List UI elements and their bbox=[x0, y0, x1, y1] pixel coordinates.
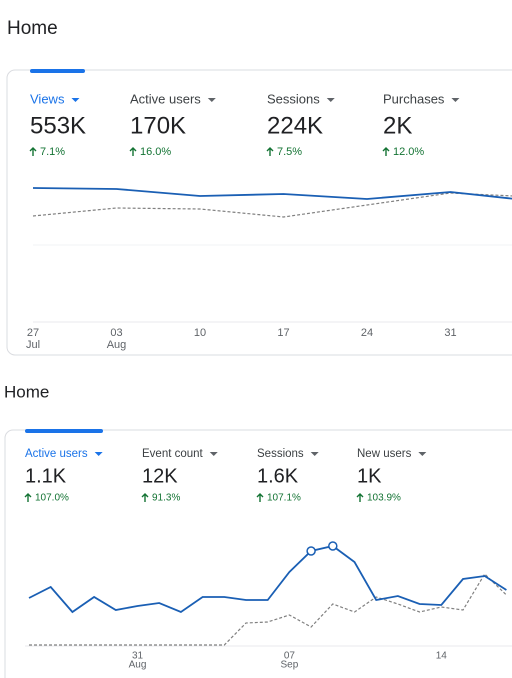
up-arrow bbox=[382, 147, 390, 156]
metric-change: 107.1% bbox=[267, 493, 301, 504]
up-arrow bbox=[141, 493, 149, 502]
dropdown-icon bbox=[310, 452, 319, 456]
dropdown-icon bbox=[207, 98, 216, 102]
metric-change: 107.0% bbox=[35, 493, 69, 504]
comparison-line bbox=[29, 573, 507, 646]
metric-value: 170K bbox=[130, 112, 186, 139]
metric-name[interactable]: Purchases bbox=[383, 91, 445, 106]
x-tick-label: 31 bbox=[444, 327, 456, 339]
metric-value: 1K bbox=[357, 465, 382, 487]
card bbox=[6, 69, 512, 356]
page-title: Home bbox=[7, 18, 58, 39]
metric-value: 224K bbox=[267, 112, 323, 139]
metric-change: 91.3% bbox=[152, 493, 180, 504]
up-arrow bbox=[24, 493, 32, 502]
x-tick-label: 31 bbox=[132, 651, 144, 662]
up-arrow bbox=[356, 493, 364, 502]
hover-marker bbox=[328, 541, 338, 551]
x-tick-label: 07 bbox=[284, 651, 296, 662]
tab-indicator bbox=[25, 429, 103, 433]
dropdown-icon bbox=[209, 452, 218, 456]
page-title: Home bbox=[4, 382, 49, 401]
dropdown-icon bbox=[94, 452, 103, 456]
x-tick-label: 27 bbox=[27, 327, 39, 339]
dropdown-icon bbox=[451, 98, 460, 102]
metric-change: 12.0% bbox=[393, 146, 424, 158]
x-tick-label: 17 bbox=[277, 327, 289, 339]
dropdown-icon bbox=[71, 98, 80, 102]
metric-name[interactable]: Active users bbox=[25, 448, 88, 460]
metric-change: 7.5% bbox=[277, 146, 302, 158]
metric-value: 553K bbox=[30, 112, 86, 139]
dropdown-icon bbox=[418, 452, 427, 456]
metric-name[interactable]: Sessions bbox=[257, 448, 304, 460]
metric-name[interactable]: Active users bbox=[130, 91, 201, 106]
metric-change: 7.1% bbox=[40, 146, 65, 158]
x-tick-month: Aug bbox=[129, 660, 147, 671]
metric-value: 1.1K bbox=[25, 465, 67, 487]
dropdown-icon bbox=[326, 98, 335, 102]
line bbox=[28, 545, 507, 614]
metric-name[interactable]: Sessions bbox=[267, 91, 320, 106]
up-arrow bbox=[266, 147, 274, 156]
metric-value: 12K bbox=[142, 465, 178, 487]
hover-marker bbox=[306, 546, 316, 556]
metric-name[interactable]: Views bbox=[30, 91, 65, 106]
up-arrow bbox=[29, 147, 37, 156]
metric-value: 1.6K bbox=[257, 465, 299, 487]
metric-change: 103.9% bbox=[367, 493, 401, 504]
x-tick-label: 03 bbox=[110, 327, 122, 339]
line bbox=[32, 187, 512, 200]
metric-change: 16.0% bbox=[140, 146, 171, 158]
comparison-line bbox=[32, 192, 512, 218]
x-tick-label: 10 bbox=[194, 327, 206, 339]
x-tick-month: Aug bbox=[107, 339, 127, 351]
x-tick-label: 24 bbox=[361, 327, 373, 339]
card bbox=[4, 429, 512, 678]
metric-name[interactable]: New users bbox=[357, 448, 412, 460]
x-tick-month: Sep bbox=[281, 660, 299, 671]
x-tick-month: Jul bbox=[26, 339, 40, 351]
up-arrow bbox=[256, 493, 264, 502]
up-arrow bbox=[129, 147, 137, 156]
x-tick-label: 14 bbox=[436, 651, 448, 662]
metric-name[interactable]: Event count bbox=[142, 448, 204, 460]
metric-value: 2K bbox=[383, 112, 412, 139]
tab-indicator bbox=[30, 69, 85, 73]
